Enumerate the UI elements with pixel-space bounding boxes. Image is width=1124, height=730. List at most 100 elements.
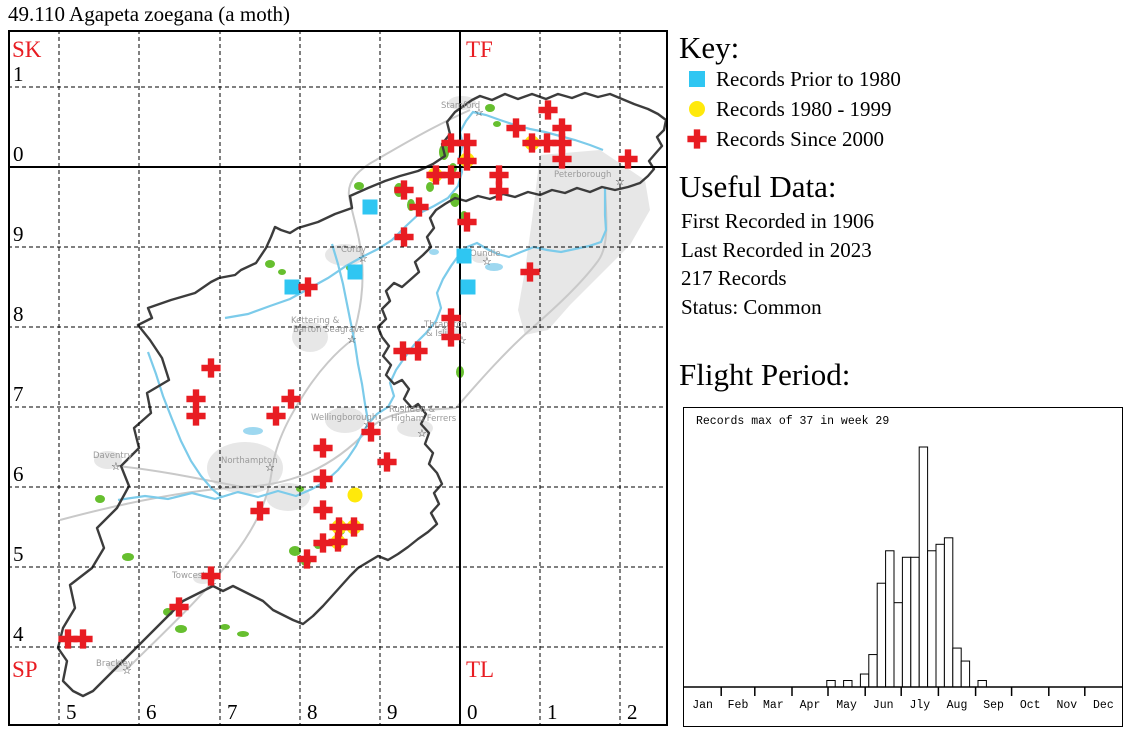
county-boundary bbox=[56, 91, 668, 698]
flight-week-bar bbox=[910, 556, 920, 688]
grid-square-letter: SK bbox=[12, 37, 42, 62]
useful-data-list: First Recorded in 1906 Last Recorded in 2… bbox=[681, 207, 874, 321]
town-star-icon: ☆ bbox=[347, 334, 357, 346]
key-item: Records Since 2000 bbox=[687, 124, 901, 154]
grid-lines bbox=[8, 30, 668, 726]
town-star-icon: ☆ bbox=[358, 253, 368, 265]
flight-week-bar bbox=[893, 602, 903, 688]
flight-week-bar bbox=[927, 550, 937, 688]
record-since-2000-plus bbox=[506, 118, 526, 138]
flight-week-bar bbox=[876, 582, 887, 688]
record-since-2000-plus bbox=[58, 629, 78, 649]
town-label: Kettering & bbox=[291, 316, 340, 326]
flight-week-bar bbox=[935, 543, 945, 688]
record-since-2000-plus bbox=[201, 358, 221, 378]
chart-bars bbox=[826, 446, 987, 688]
record-since-2000-plus bbox=[441, 308, 461, 328]
record-since-2000-plus bbox=[441, 165, 461, 185]
flight-week-bar bbox=[901, 556, 912, 688]
grid-col-label: 0 bbox=[467, 700, 478, 724]
record-since-2000-plus bbox=[457, 212, 477, 232]
record-since-2000-plus bbox=[266, 406, 286, 426]
town-star-icon: ☆ bbox=[474, 107, 484, 119]
record-since-2000-plus bbox=[426, 165, 446, 185]
record-since-2000-plus bbox=[394, 227, 414, 247]
town-label: Northampton bbox=[221, 456, 278, 466]
record-since-2000-plus bbox=[618, 149, 638, 169]
record-since-2000-plus bbox=[552, 149, 572, 169]
record-since-2000-plus bbox=[344, 517, 364, 537]
key-item: Records 1980 - 1999 bbox=[687, 94, 901, 124]
record-prior-1980-square bbox=[456, 248, 472, 264]
record-since-2000-plus bbox=[313, 438, 333, 458]
record-since-2000-plus bbox=[537, 133, 557, 153]
chart-month-label: Jan bbox=[692, 699, 713, 712]
grid-row-label: 0 bbox=[13, 142, 24, 166]
key-legend: Records Prior to 1980 Records 1980 - 1999… bbox=[687, 64, 901, 154]
town-labels: ☆Stamford☆Peterborough☆Corby☆Oundle☆Kett… bbox=[93, 101, 625, 677]
grid-row-label: 7 bbox=[13, 382, 24, 406]
record-prior-1980-square bbox=[347, 264, 363, 280]
record-since-2000-plus bbox=[297, 549, 317, 569]
town-label: Stamford bbox=[441, 101, 480, 111]
record-since-2000-plus bbox=[393, 341, 413, 361]
flight-week-bar bbox=[868, 654, 878, 688]
record-since-2000-plus bbox=[408, 341, 428, 361]
key-item: Records Prior to 1980 bbox=[687, 64, 901, 94]
record-since-2000-plus bbox=[457, 133, 477, 153]
record-since-2000-plus bbox=[281, 389, 301, 409]
circle-icon bbox=[689, 101, 705, 117]
record-since-2000-plus bbox=[298, 277, 318, 297]
flight-week-bar bbox=[918, 446, 929, 688]
plus-icon bbox=[687, 129, 707, 149]
town-label: Peterborough bbox=[554, 170, 611, 180]
chart-month-label: Jun bbox=[873, 699, 894, 712]
town-label: Rushden & bbox=[389, 405, 435, 415]
town-label: Brackley bbox=[96, 659, 133, 669]
record-since-2000-plus bbox=[328, 532, 348, 552]
flight-period-chart: Records max of 37 in week 29 Jan Feb Mar Ap… bbox=[683, 407, 1123, 727]
flight-week-bar bbox=[859, 673, 870, 688]
useful-data-line: Last Recorded in 2023 bbox=[681, 237, 872, 262]
record-since-2000-plus bbox=[313, 500, 333, 520]
record-prior-1980-square bbox=[460, 279, 476, 295]
town-star-icon: ☆ bbox=[265, 462, 275, 474]
key-item-label: Records Prior to 1980 bbox=[716, 66, 901, 91]
record-1980-1999-circle bbox=[347, 487, 363, 503]
town-label-line2: Barton Seagrave bbox=[293, 325, 364, 335]
record-since-2000-plus bbox=[329, 517, 349, 537]
record-since-2000-plus bbox=[552, 118, 572, 138]
key-item-label: Records Since 2000 bbox=[716, 126, 884, 151]
grid-row-label: 1 bbox=[13, 62, 24, 86]
record-since-2000-plus bbox=[409, 197, 429, 217]
record-since-2000-plus bbox=[520, 262, 540, 282]
record-since-2000-plus bbox=[201, 566, 221, 586]
chart-month-label: Dec bbox=[1093, 699, 1114, 712]
record-since-2000-plus bbox=[361, 422, 381, 442]
grid-col-label: 1 bbox=[547, 700, 558, 724]
record-markers bbox=[58, 100, 638, 649]
record-since-2000-plus bbox=[441, 133, 461, 153]
chart-month-label: Oct bbox=[1020, 699, 1041, 712]
chart-month-label: Jly bbox=[909, 699, 930, 712]
record-since-2000-plus bbox=[441, 327, 461, 347]
grid-square-letter: TF bbox=[466, 37, 493, 62]
flight-week-bar bbox=[885, 550, 895, 688]
record-since-2000-plus bbox=[186, 406, 206, 426]
flight-week-bar bbox=[977, 680, 987, 688]
town-star-icon: ☆ bbox=[122, 665, 132, 677]
grid-col-label: 5 bbox=[66, 700, 77, 724]
roads bbox=[59, 109, 608, 670]
grid-col-label: 2 bbox=[627, 700, 638, 724]
chart-month-label: Feb bbox=[728, 699, 749, 712]
town-label: Thrapston bbox=[423, 320, 467, 330]
grid-col-label: 9 bbox=[387, 700, 398, 724]
map-border bbox=[8, 30, 668, 726]
record-since-2000-plus bbox=[313, 469, 333, 489]
grid-col-label: 8 bbox=[307, 700, 318, 724]
flight-week-bar bbox=[843, 680, 853, 688]
record-since-2000-plus bbox=[377, 452, 397, 472]
